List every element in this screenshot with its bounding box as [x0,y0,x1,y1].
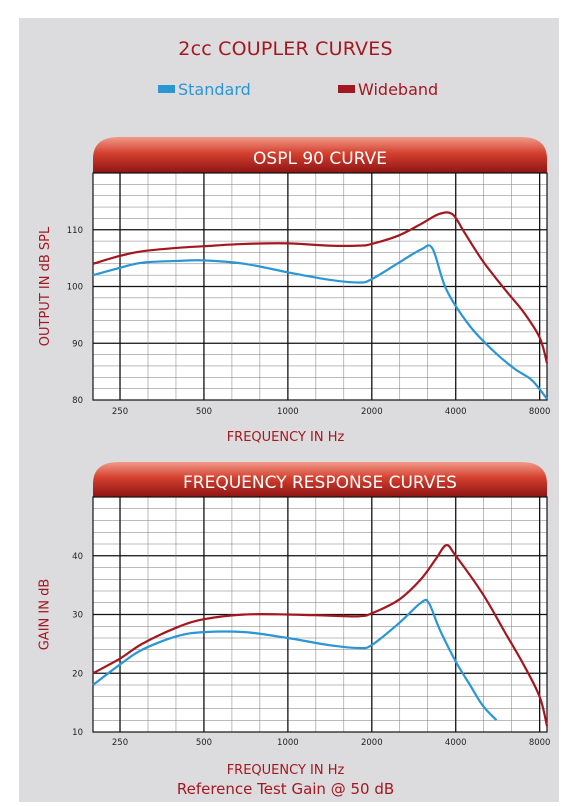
chart2-x-tick-label: 1000 [277,738,299,748]
page-title: 2cc COUPLER CURVES [178,38,393,60]
chart1-x-tick-label: 4000 [445,407,467,417]
chart-2: FREQUENCY RESPONSE CURVES 250 500 1000 2000 4… [72,462,550,748]
chart2-y-tick-label: 20 [72,669,83,679]
chart2-frame [92,496,548,733]
chart2-series-standard [92,598,498,722]
chart1-frame [92,172,548,401]
chart1-x-tick-label: 1000 [277,407,299,417]
chart1-y-tick-label: 100 [67,283,83,293]
chart1-y-tick-label: 110 [67,226,83,236]
chart2-series-wideband [92,544,549,727]
chart2-x-tick-label: 8000 [529,738,551,748]
chart2-x-tick-label: 250 [112,738,128,748]
legend-label-standard: Standard [178,79,251,99]
legend-label-wideband: Wideband [358,79,439,99]
chart2-y-tick-label: 30 [72,611,83,621]
chart2-ylabel: GAIN IN dB [37,578,53,651]
chart2-y-tick-label: 10 [72,728,83,738]
chart2-title-banner [93,462,547,497]
chart1-x-tick-label: 8000 [529,407,551,417]
chart-1: OSPL 90 CURVE 250 500 1000 2000 4000 8000 80 90 1… [67,137,551,417]
legend-item-wideband: Wideband [338,78,438,100]
chart1-y-tick-label: 80 [72,396,83,406]
legend-item-standard: Standard [158,78,251,100]
chart2-x-tick-label: 2000 [361,738,383,748]
chart1-title: OSPL 90 CURVE [253,149,387,169]
legend: Standard Wideband [0,78,571,100]
chart1-ylabel: OUTPUT IN dB SPL [37,226,53,347]
chart1-x-tick-label: 250 [112,407,128,417]
footer-note: Reference Test Gain @ 50 dB [176,780,395,798]
chart2-x-tick-label: 4000 [445,738,467,748]
chart1-series-standard [92,244,548,400]
chart1-xlabel: FREQUENCY IN Hz [226,430,345,445]
chart1-x-tick-label: 2000 [361,407,383,417]
chart2-title: FREQUENCY RESPONSE CURVES [183,473,457,493]
chart2-xlabel: FREQUENCY IN Hz [226,763,345,778]
chart1-y-tick-label: 90 [72,339,83,349]
chart1-title-banner [93,137,547,173]
legend-swatch-standard [158,85,175,93]
legend-swatch-wideband [338,85,355,93]
chart1-series-wideband [92,211,549,364]
chart2-x-tick-label: 500 [196,738,212,748]
chart2-y-tick-label: 40 [72,552,83,562]
chart1-x-tick-label: 500 [196,407,212,417]
